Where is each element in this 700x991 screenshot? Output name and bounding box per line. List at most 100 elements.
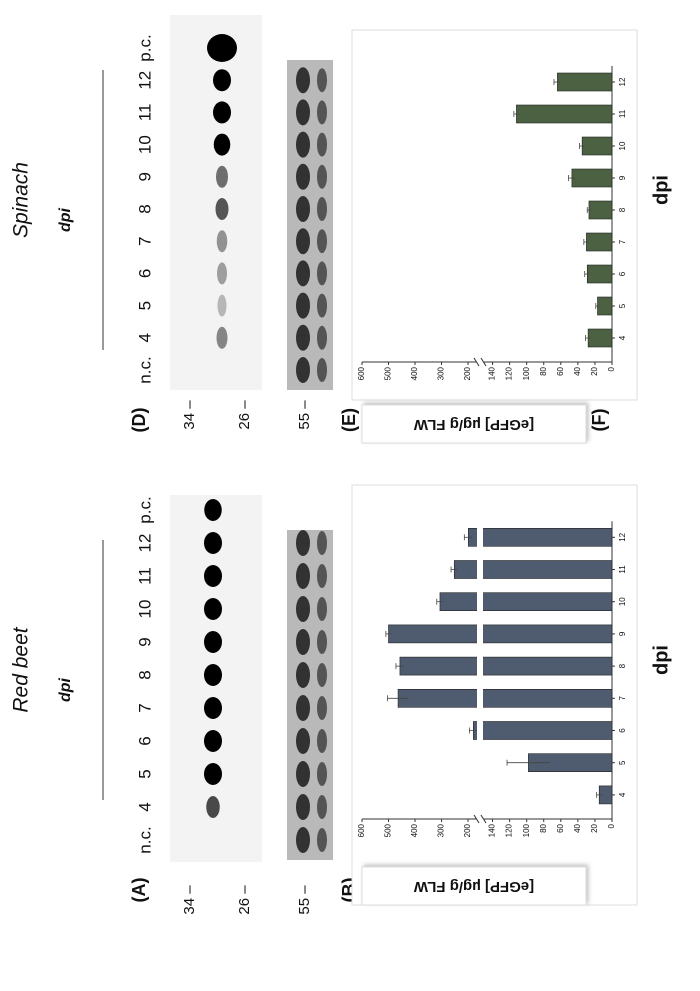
lane-label: 8 — [135, 204, 154, 213]
mw-marker: 26 – — [236, 400, 253, 430]
x-tick-label: 5 — [618, 760, 627, 765]
lane-label: 10 — [135, 135, 154, 154]
lane-label: 7 — [135, 703, 154, 712]
bar — [388, 624, 613, 644]
bar — [516, 104, 613, 124]
loading-band — [317, 261, 327, 286]
x-tick-label: 4 — [618, 792, 627, 797]
loading-band — [296, 260, 310, 287]
loading-band — [296, 99, 310, 126]
x-tick-label: 9 — [618, 631, 627, 636]
y-tick-label: 500 — [384, 823, 393, 837]
loading-band — [296, 530, 310, 556]
x-tick-label: 11 — [618, 565, 627, 574]
lane-label: 6 — [135, 736, 154, 745]
blot-band — [204, 532, 222, 554]
loading-band — [317, 293, 327, 318]
x-tick-label: 5 — [618, 303, 627, 308]
axis-break — [480, 357, 487, 367]
x-tick-label: 7 — [618, 239, 627, 244]
y-tick-label: 80 — [539, 823, 548, 832]
lane-label: 7 — [135, 236, 154, 245]
loading-band — [317, 68, 327, 93]
loading-band — [296, 662, 310, 688]
y-tick-label: 80 — [539, 366, 548, 375]
lane-label: 9 — [135, 637, 154, 646]
y-tick-label: 60 — [556, 823, 565, 832]
loading-band — [296, 324, 310, 351]
lane-label: 5 — [135, 769, 154, 778]
mw-marker: 34 – — [181, 885, 198, 915]
loading-band — [317, 729, 327, 753]
lane-label: 11 — [135, 567, 154, 585]
loading-band — [296, 728, 310, 754]
y-tick-label: 40 — [573, 823, 582, 832]
x-axis-title: dpi — [650, 645, 672, 675]
panel-label: (A) — [129, 878, 149, 903]
y-axis-title: [eGFP] µg/g FLW — [413, 416, 534, 433]
panel-title: Spinach — [10, 162, 33, 238]
x-tick-label: 6 — [618, 728, 627, 733]
x-axis-title: dpi — [650, 175, 672, 205]
y-tick-label: 300 — [437, 823, 446, 837]
blot-band — [213, 101, 231, 124]
bar — [597, 296, 613, 316]
y-tick-label: 120 — [505, 366, 514, 380]
blot-band — [204, 598, 222, 620]
y-tick-label: 600 — [357, 823, 366, 837]
lane-label: p.c. — [135, 34, 154, 61]
loading-band — [317, 531, 327, 555]
blot-band — [204, 730, 222, 752]
bar — [587, 328, 613, 348]
y-tick-label: 600 — [357, 366, 366, 380]
loading-band — [296, 292, 310, 319]
loading-band — [296, 827, 310, 853]
panel-label: (E) — [339, 408, 359, 432]
bar — [399, 656, 613, 676]
loading-band — [296, 695, 310, 721]
x-tick-label: 6 — [618, 271, 627, 276]
lane-label: 9 — [135, 172, 154, 181]
blot-band — [215, 198, 229, 220]
blot-band — [207, 34, 237, 62]
lane-label: 11 — [135, 104, 154, 122]
blot-band — [216, 230, 228, 253]
y-tick-label: 20 — [590, 366, 599, 375]
y-tick-label: 300 — [437, 366, 446, 380]
panel-header: dpi — [57, 207, 74, 232]
lane-label: 8 — [135, 670, 154, 679]
loading-band — [317, 197, 327, 221]
lane-label: p.c. — [135, 496, 154, 523]
bar — [557, 72, 613, 92]
y-axis-title: [eGFP] µg/g FLW — [413, 878, 534, 895]
x-tick-label: 10 — [618, 597, 627, 606]
loading-band — [296, 629, 310, 655]
y-tick-label: 60 — [556, 366, 565, 375]
loading-band — [296, 357, 310, 383]
loading-band — [296, 163, 310, 190]
lane-label: 4 — [135, 333, 154, 342]
y-tick-label: 100 — [522, 823, 531, 837]
mw-marker: 34 – — [181, 400, 198, 430]
bar — [571, 168, 613, 188]
lane-label: 12 — [135, 534, 154, 553]
blot-band — [204, 697, 222, 719]
axis-break — [473, 814, 480, 824]
bar — [586, 264, 613, 284]
loading-band — [296, 794, 310, 820]
y-tick-label: 40 — [573, 366, 582, 375]
bar — [588, 200, 613, 220]
lane-label: 10 — [135, 600, 154, 619]
x-tick-label: 11 — [618, 109, 627, 118]
loading-band — [317, 100, 327, 125]
y-tick-label: 140 — [488, 823, 497, 837]
bar — [439, 592, 613, 612]
y-tick-label: 20 — [590, 823, 599, 832]
western-blot — [170, 15, 262, 390]
bar — [473, 721, 613, 740]
y-title-box — [361, 866, 587, 906]
blot-band — [217, 262, 227, 285]
bar — [468, 527, 613, 547]
x-tick-label: 8 — [618, 207, 627, 212]
loading-band — [317, 597, 327, 621]
